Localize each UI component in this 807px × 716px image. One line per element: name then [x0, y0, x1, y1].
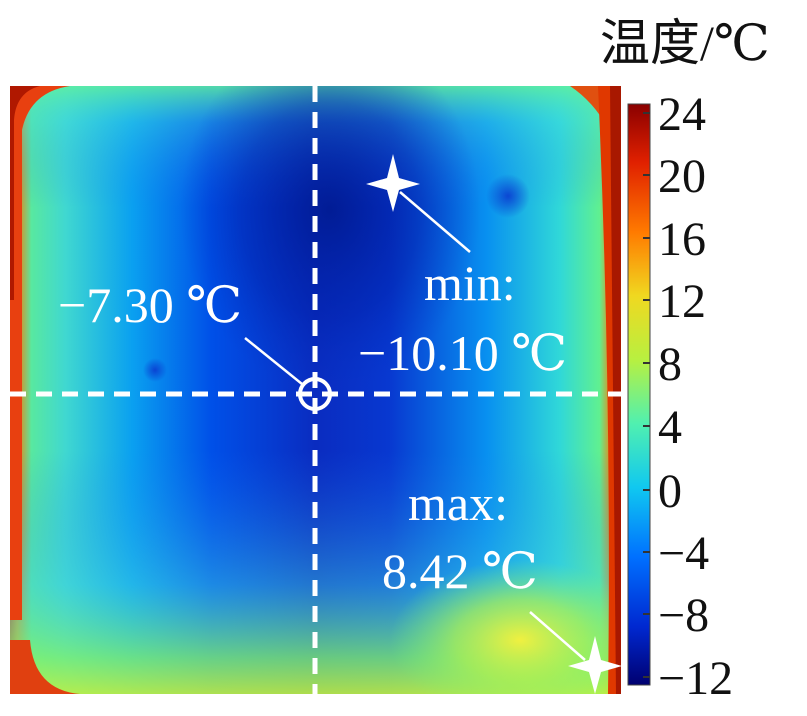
legend-title: 温度/℃	[600, 15, 770, 71]
legend-tick-label: −4	[658, 527, 709, 580]
legend-tick-label: 4	[658, 401, 682, 454]
min-pointer-line	[399, 191, 471, 253]
colorbar	[627, 103, 651, 686]
legend-tick-label: −8	[658, 589, 709, 642]
legend-tick-label: 24	[658, 88, 706, 141]
max-label: max:	[408, 475, 508, 531]
min-label: min:	[424, 255, 516, 311]
thermal-image	[10, 86, 621, 694]
center-temperature: −7.30 ℃	[58, 277, 242, 333]
legend-tick-label: 0	[658, 465, 682, 518]
max-star-marker	[568, 636, 622, 694]
min-star-marker	[366, 154, 420, 212]
legend-tick-label: 20	[658, 150, 706, 203]
center-pointer-line	[244, 337, 303, 385]
min-temperature: −10.10 ℃	[358, 325, 567, 381]
legend-tick-label: 12	[658, 275, 706, 328]
colorbar-ticks	[643, 112, 650, 678]
legend-tick-label: 16	[658, 213, 706, 266]
max-temperature: 8.42 ℃	[382, 543, 538, 599]
center-marker	[298, 377, 332, 411]
legend-tick-label: 8	[658, 338, 682, 391]
max-pointer-line	[529, 611, 586, 661]
legend-tick-label: −12	[658, 652, 733, 705]
